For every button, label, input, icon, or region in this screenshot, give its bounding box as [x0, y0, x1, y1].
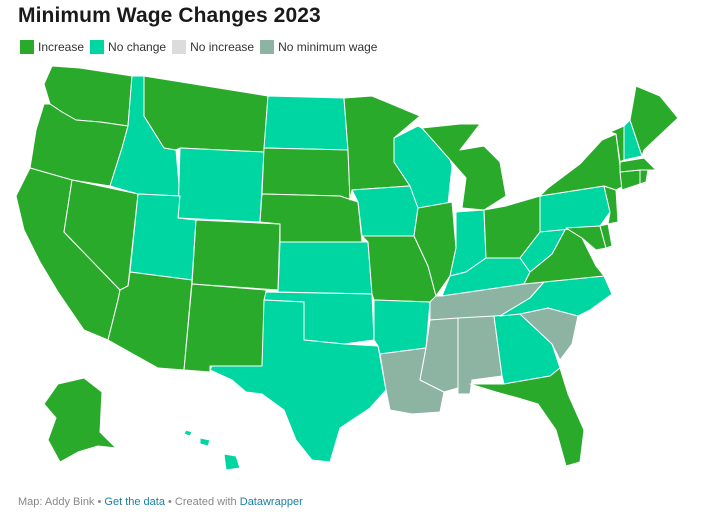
state-hawaii-islands[interactable] [199, 437, 211, 447]
legend-label: No change [108, 40, 167, 54]
legend-label: No minimum wage [278, 40, 378, 54]
state-montana[interactable] [143, 75, 269, 153]
state-kansas[interactable] [277, 241, 373, 295]
legend-swatch-no-increase [172, 40, 187, 54]
legend-item-no-minimum-wage: No minimum wage [260, 40, 377, 54]
state-iowa[interactable] [351, 185, 419, 237]
get-data-link[interactable]: Get the data [104, 496, 165, 508]
state-north-dakota[interactable] [263, 95, 349, 151]
legend-label: Increase [38, 40, 85, 54]
state-rhode-island[interactable] [639, 169, 649, 185]
state-illinois[interactable] [413, 201, 457, 297]
legend-item-increase: Increase [20, 40, 84, 54]
datawrapper-link[interactable]: Datawrapper [239, 496, 303, 508]
legend-swatch-increase [20, 40, 34, 54]
state-michigan[interactable] [421, 123, 507, 211]
state-hawaii-islands[interactable] [183, 429, 193, 437]
state-texas[interactable] [209, 299, 387, 463]
state-maine[interactable] [629, 85, 679, 157]
state-massachusetts[interactable] [619, 157, 657, 173]
footer-author: Map: Addy Bink • [18, 496, 102, 508]
legend-swatch-no-change [90, 40, 105, 54]
legend: Increase No change No increase No minimu… [20, 40, 383, 54]
state-arkansas[interactable] [373, 299, 431, 355]
state-vermont[interactable] [609, 125, 625, 163]
state-new-york[interactable] [539, 133, 625, 197]
state-maryland[interactable] [565, 225, 607, 251]
state-delaware[interactable] [599, 223, 613, 249]
state-alaska[interactable] [43, 377, 117, 463]
legend-item-no-change: No change [90, 40, 166, 54]
state-colorado[interactable] [191, 219, 281, 291]
footer-created-with: • Created with [168, 496, 237, 508]
legend-item-no-increase: No increase [172, 40, 254, 54]
state-connecticut[interactable] [619, 169, 641, 191]
footer-credits: Map: Addy Bink • Get the data • Created … [18, 496, 303, 508]
state-south-dakota[interactable] [261, 147, 351, 201]
us-map [15, 65, 679, 471]
legend-swatch-no-minimum-wage [260, 40, 275, 54]
map-title: Minimum Wage Changes 2023 [18, 4, 321, 27]
state-wyoming[interactable] [177, 147, 265, 223]
legend-label: No increase [190, 40, 255, 54]
state-hawaii[interactable] [223, 453, 241, 471]
state-new-mexico[interactable] [183, 283, 267, 373]
state-florida[interactable] [469, 367, 585, 467]
